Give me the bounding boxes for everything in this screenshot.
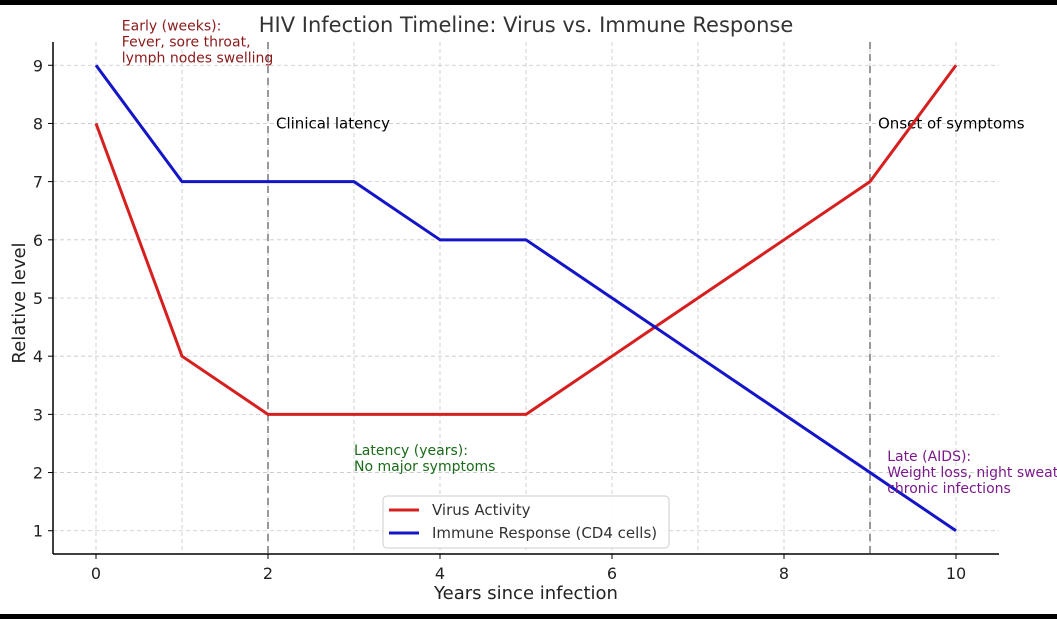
y-tick-label: 9 xyxy=(33,56,43,75)
annotations: Early (weeks): Fever, sore throat, lymph n… xyxy=(122,18,1057,497)
annotation: Latency (years): No major symptoms xyxy=(354,443,495,475)
x-tick-label: 0 xyxy=(91,564,101,583)
annotation: Late (AIDS): Weight loss, night sweats, ch… xyxy=(887,449,1057,497)
y-tick-label: 2 xyxy=(33,464,43,483)
grid xyxy=(53,42,999,554)
legend: Virus Activity Immune Response (CD4 cells… xyxy=(382,495,670,549)
phase-label: Clinical latency xyxy=(276,114,390,132)
annotation-line: Early (weeks): xyxy=(122,18,222,34)
annotation-line: lymph nodes swelling xyxy=(122,50,273,66)
annotation: Early (weeks): Fever, sore throat, lymph n… xyxy=(122,18,273,66)
y-tick-label: 4 xyxy=(33,347,43,366)
annotation-line: Weight loss, night sweats, xyxy=(887,465,1057,481)
x-tick-label: 6 xyxy=(607,564,617,583)
x-tick-label: 4 xyxy=(435,564,445,583)
line-chart: Clinical latency Onset of symptoms 0 2 4 6 8 1… xyxy=(9,13,1057,604)
y-tick-label: 6 xyxy=(33,231,43,250)
y-tick-label: 8 xyxy=(33,114,43,133)
y-tick-label: 1 xyxy=(33,522,43,541)
series-lines xyxy=(94,64,958,532)
legend-entry-1: Immune Response (CD4 cells) xyxy=(432,524,657,542)
y-axis-label: Relative level xyxy=(9,242,30,363)
annotation-line: Latency (years): xyxy=(354,443,468,459)
legend-entry-0: Virus Activity xyxy=(432,501,531,519)
x-tick-label: 2 xyxy=(263,564,273,583)
chart-frame: Clinical latency Onset of symptoms 0 2 4 6 8 1… xyxy=(0,5,1057,614)
annotation-line: chronic infections xyxy=(887,481,1011,497)
annotation-line: No major symptoms xyxy=(354,459,495,475)
phase-label: Onset of symptoms xyxy=(878,114,1025,132)
annotation-line: Fever, sore throat, xyxy=(122,34,251,50)
series-line-0 xyxy=(94,64,958,416)
annotation-line: Late (AIDS): xyxy=(887,449,971,465)
x-tick-label: 8 xyxy=(779,564,789,583)
series-line-1 xyxy=(94,64,957,532)
chart-title: HIV Infection Timeline: Virus vs. Immune… xyxy=(259,13,794,37)
axes xyxy=(48,42,999,559)
legend-box xyxy=(382,495,670,549)
x-tick-label: 10 xyxy=(946,564,966,583)
x-axis-label: Years since infection xyxy=(433,583,618,604)
y-tick-label: 3 xyxy=(33,405,43,424)
y-tick-label: 5 xyxy=(33,289,43,308)
y-tick-label: 7 xyxy=(33,173,43,192)
